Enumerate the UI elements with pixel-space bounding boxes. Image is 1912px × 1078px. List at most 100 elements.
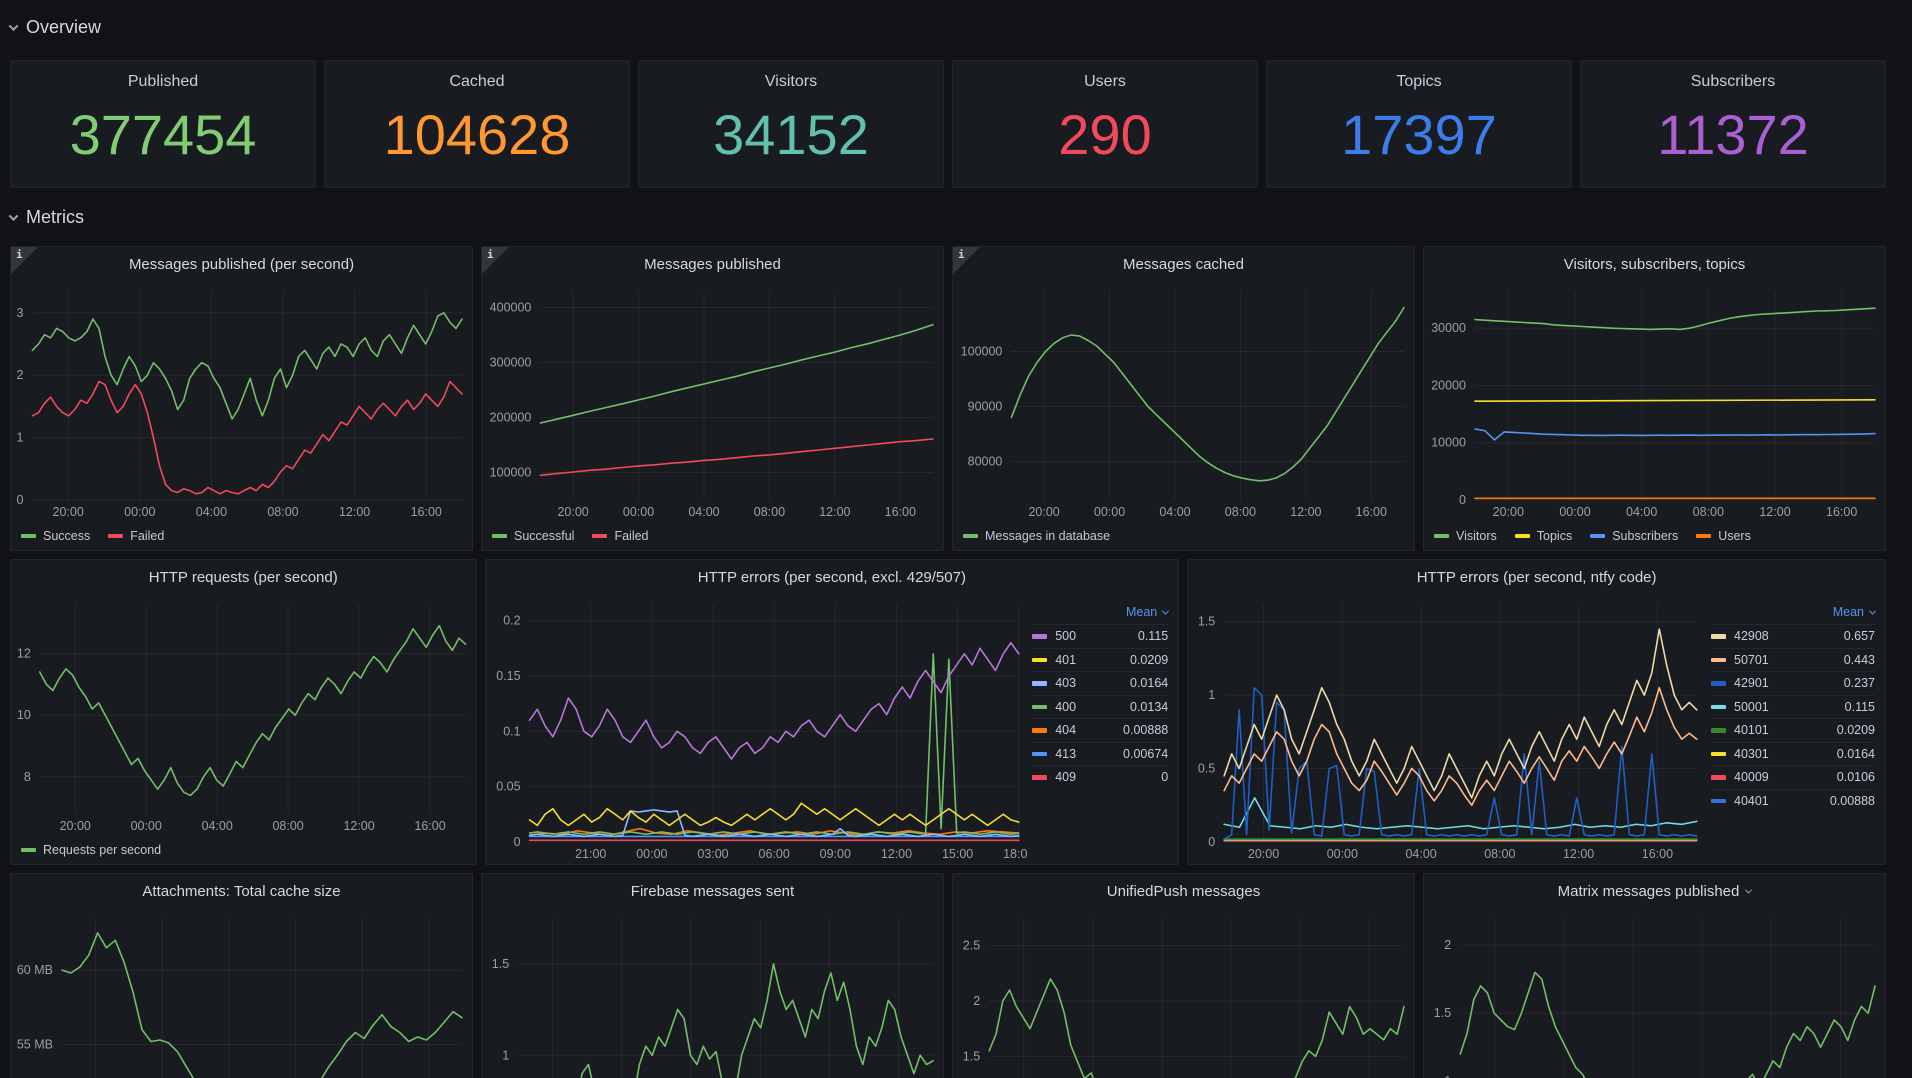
legend-row-400[interactable]: 400 0.0134	[1032, 694, 1169, 719]
chart-canvas[interactable]: 20:00 00:00 04:00 08:00 12:00 16:00 0 0.5 1 1.5	[1188, 594, 1707, 864]
stat-panel-subscribers: Subscribers 11372	[1580, 60, 1886, 188]
panel-title-messages-cached[interactable]: Messages cached	[953, 247, 1414, 281]
legend-color-dash	[108, 533, 124, 539]
legend-item-requests-per-second[interactable]: Requests per second	[21, 843, 161, 857]
legend-row-403[interactable]: 403 0.0164	[1032, 671, 1169, 695]
legend-row-40101[interactable]: 40101 0.0209	[1711, 718, 1875, 742]
panel-messages-cached: i Messages cached 20:00 00:00 04:00 08:00 12:0…	[952, 246, 1415, 551]
legend-series-name: 40301	[1734, 746, 1769, 761]
panel-title-http-requests-per-second[interactable]: HTTP requests (per second)	[11, 560, 476, 594]
legend-row-40301[interactable]: 40301 0.0164	[1711, 741, 1875, 766]
chart-canvas[interactable]: 20:00 00:00 04:00 08:00 12:00 16:00 0 10000 2000…	[1424, 281, 1885, 522]
legend: Success Failed	[11, 522, 472, 550]
legend-row-50001[interactable]: 50001 0.115	[1711, 694, 1875, 719]
info-icon[interactable]: i	[953, 247, 980, 274]
panel-title-text: HTTP errors (per second, ntfy code)	[1416, 568, 1657, 586]
legend-color-dash	[1590, 533, 1606, 539]
stat-label: Subscribers	[1690, 73, 1776, 90]
section-overview[interactable]: Overview	[8, 14, 1886, 40]
svg-text:2.5: 2.5	[963, 939, 980, 953]
chart-col: 20:00 00:00 04:00 08:00 12:00 16:00 100000 2000…	[482, 281, 943, 550]
legend-item-visitors[interactable]: Visitors	[1434, 529, 1497, 543]
legend-row-500[interactable]: 500 0.115	[1032, 624, 1169, 648]
chart-canvas[interactable]: 20:00 00:00 04:00 08:00 12:00 16:00 100000 2000…	[482, 281, 943, 522]
svg-text:00:00: 00:00	[1327, 847, 1358, 861]
legend-item-topics[interactable]: Topics	[1514, 529, 1572, 543]
legend-table: Mean 500 0.115 401 0.0209 403 0.0164 400 0.0134 4…	[1028, 594, 1178, 864]
legend-item-subscribers[interactable]: Subscribers	[1590, 529, 1678, 543]
legend-color-dash	[21, 847, 36, 853]
panel-body: 20:00 00:00 04:00 08:00 12:00 16:00 100000 2000…	[482, 281, 943, 550]
legend-mean-value: 0.0106	[1836, 770, 1875, 785]
svg-text:1: 1	[16, 431, 23, 445]
legend-item-successful[interactable]: Successful	[492, 529, 574, 543]
legend-mean-value: 0.115	[1844, 699, 1875, 714]
legend-item-users[interactable]: Users	[1696, 529, 1751, 543]
stat-panel-published: Published 377454	[10, 60, 316, 188]
chart-col: 20:00 00:00 04:00 08:00 12:00 16:00 0 10000 2000…	[1424, 281, 1885, 550]
stat-label: Visitors	[764, 73, 818, 90]
legend-row-409[interactable]: 409 0	[1032, 765, 1169, 789]
legend-mean-header[interactable]: Mean	[1032, 600, 1170, 624]
legend-row-401[interactable]: 401 0.0209	[1032, 647, 1169, 672]
svg-text:10000: 10000	[1431, 436, 1466, 450]
chart-canvas[interactable]: 20:00 00:00 04:00 08:00 12:00 16:00 80000 90000…	[953, 281, 1414, 522]
legend-row-50701[interactable]: 50701 0.443	[1711, 647, 1875, 672]
legend-mean-value: 0.0164	[1130, 676, 1169, 691]
legend-item-messages-in-database[interactable]: Messages in database	[963, 529, 1110, 543]
chart-canvas[interactable]: 21:00 00:00 03:00 06:00 09:00 12:00 15:00 18:0 0…	[486, 594, 1028, 864]
panel-title-text: HTTP errors (per second, excl. 429/507)	[697, 568, 966, 586]
legend-series-name: 40401	[1734, 793, 1769, 808]
panel-title-matrix-messages-published[interactable]: Matrix messages published	[1424, 874, 1885, 908]
panel-title-messages-published-per-second[interactable]: Messages published (per second)	[11, 247, 472, 281]
panel-title-http-errors-ntfy[interactable]: HTTP errors (per second, ntfy code)	[1188, 560, 1885, 594]
legend-row-40009[interactable]: 40009 0.0106	[1711, 765, 1875, 789]
chart-col: 20:00 00:00 04:00 08:00 12:00 16:00 0 0.5 1 1.5	[1188, 594, 1707, 864]
info-icon[interactable]: i	[482, 247, 509, 274]
stat-value: 290	[1058, 102, 1152, 166]
chart-canvas[interactable]: 20:00 00:00 04:00 08:00 12:00 16:00 0 1 2 3	[11, 281, 472, 522]
svg-text:20:00: 20:00	[53, 505, 84, 519]
legend-row-42901[interactable]: 42901 0.237	[1711, 671, 1875, 695]
legend-row-40401[interactable]: 40401 0.00888	[1711, 788, 1875, 813]
svg-text:0: 0	[1208, 835, 1215, 849]
legend-item-failed[interactable]: Failed	[108, 529, 164, 543]
chart-row-1: i Messages published (per second) 20:00 00:…	[10, 246, 1886, 551]
legend-item-failed[interactable]: Failed	[592, 529, 649, 543]
legend-mean-header[interactable]: Mean	[1711, 600, 1877, 624]
panel-title-messages-published[interactable]: Messages published	[482, 247, 943, 281]
panel-title-visitors-subscribers-topics[interactable]: Visitors, subscribers, topics	[1424, 247, 1885, 281]
legend-row-404[interactable]: 404 0.00888	[1032, 718, 1169, 742]
panel-title-http-errors-excl[interactable]: HTTP errors (per second, excl. 429/507)	[486, 560, 1179, 594]
legend-item-success[interactable]: Success	[21, 529, 90, 543]
panel-title-firebase-messages-sent[interactable]: Firebase messages sent	[482, 874, 943, 908]
panel-title-attachments-total-cache-size[interactable]: Attachments: Total cache size	[11, 874, 472, 908]
legend-color-dash	[1032, 634, 1048, 639]
section-metrics[interactable]: Metrics	[8, 204, 1886, 230]
svg-text:1.5: 1.5	[492, 957, 509, 971]
svg-text:2: 2	[1444, 938, 1451, 952]
chart-canvas[interactable]: 20:00 00:00 04:00 08:00 12:00 16:00 8 10 12	[11, 594, 476, 836]
chart-row-2: HTTP requests (per second) 20:00 00:00 04:0…	[10, 559, 1886, 865]
legend-row-42908[interactable]: 42908 0.657	[1711, 624, 1875, 648]
info-icon[interactable]: i	[11, 247, 38, 274]
stat-value: 34152	[713, 102, 869, 166]
legend-row-413[interactable]: 413 0.00674	[1032, 741, 1169, 766]
legend-color-dash	[1032, 681, 1048, 686]
svg-text:16:00: 16:00	[1642, 847, 1673, 861]
legend-color-dash	[1032, 728, 1048, 733]
legend-mean-value: 0.0209	[1836, 723, 1875, 738]
section-metrics-title: Metrics	[26, 206, 84, 227]
panel-title-unifiedpush-messages[interactable]: UnifiedPush messages	[953, 874, 1414, 908]
svg-text:12:00: 12:00	[343, 819, 374, 833]
chart-col: 21:00 00:00 03:00 06:00 09:00 12:00 15:00 18:0 0…	[486, 594, 1028, 864]
stat-value: 11372	[1657, 102, 1809, 166]
panel-title-text: Messages published (per second)	[128, 255, 355, 273]
svg-text:04:00: 04:00	[688, 505, 719, 519]
